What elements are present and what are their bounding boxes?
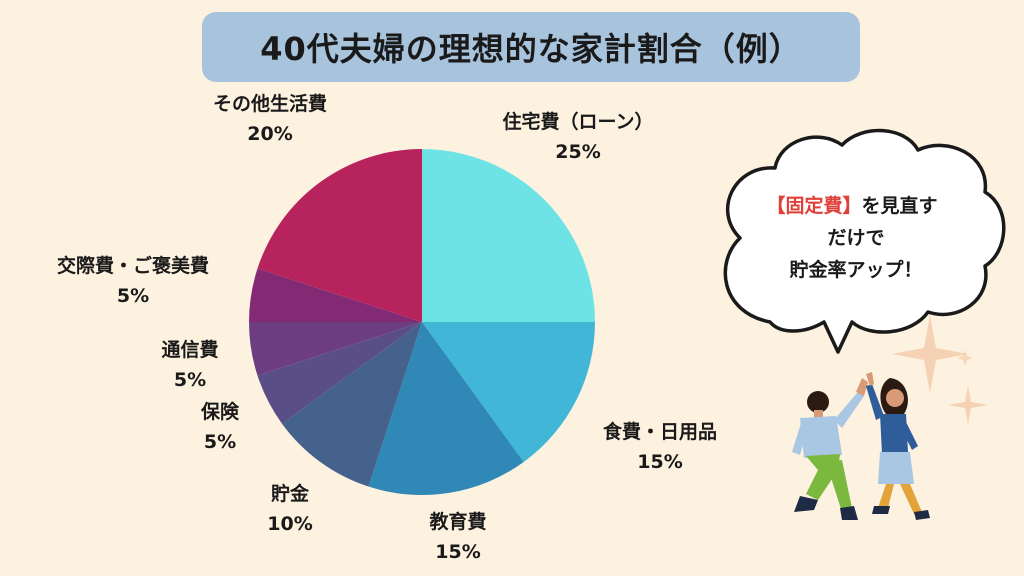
slice-percent-label: 25% <box>555 141 600 163</box>
pie-slice <box>257 149 422 322</box>
slice-percent-label: 5% <box>174 369 206 391</box>
slice-label: 通信費 <box>161 338 218 361</box>
high-five-couple-illustration <box>792 372 930 520</box>
pie-slice <box>422 149 595 322</box>
speech-bubble: 【固定費】を見直す だけで 貯金率アップ！ <box>723 128 1006 354</box>
pie-slice <box>257 322 422 424</box>
bubble-line-2: だけで <box>827 227 884 249</box>
woman-figure <box>866 372 930 520</box>
pie-slice <box>249 268 422 322</box>
pie-chart <box>249 149 596 495</box>
slice-percent-label: 5% <box>117 285 149 307</box>
slice-label: 保険 <box>200 400 240 423</box>
slice-percent-label: 10% <box>267 513 312 535</box>
sparkle-icon <box>892 315 988 425</box>
pie-slice <box>422 322 596 462</box>
slice-percent-label: 15% <box>637 451 682 473</box>
chart-title: 40代夫婦の理想的な家計割合（例） <box>260 30 802 68</box>
bubble-highlight: 【固定費】 <box>766 194 861 217</box>
man-figure <box>792 378 868 520</box>
slice-label: 教育費 <box>429 510 486 533</box>
bubble-line1-rest: を見直す <box>862 194 938 217</box>
slice-label: 住宅費（ローン） <box>502 110 653 133</box>
pie-slice <box>249 322 422 376</box>
slice-label: 交際費・ご褒美費 <box>57 254 209 277</box>
pie-labels: 住宅費（ローン） 25% 食費・日用品 15% 教育費 15% 貯金 10% 保険 5% 通信費 5%… <box>57 92 717 563</box>
slice-percent-label: 5% <box>204 431 236 453</box>
slice-percent-label: 15% <box>435 541 480 563</box>
title-banner: 40代夫婦の理想的な家計割合（例） <box>202 12 860 82</box>
slice-label: その他生活費 <box>213 92 327 115</box>
slice-label: 食費・日用品 <box>603 420 717 443</box>
pie-slice <box>368 322 524 495</box>
bubble-line-1: 【固定費】を見直す <box>766 194 937 217</box>
slice-percent-label: 20% <box>247 123 292 145</box>
slice-label: 貯金 <box>271 482 310 505</box>
pie-slice <box>282 322 422 487</box>
bubble-line-3: 貯金率アップ！ <box>789 258 922 281</box>
